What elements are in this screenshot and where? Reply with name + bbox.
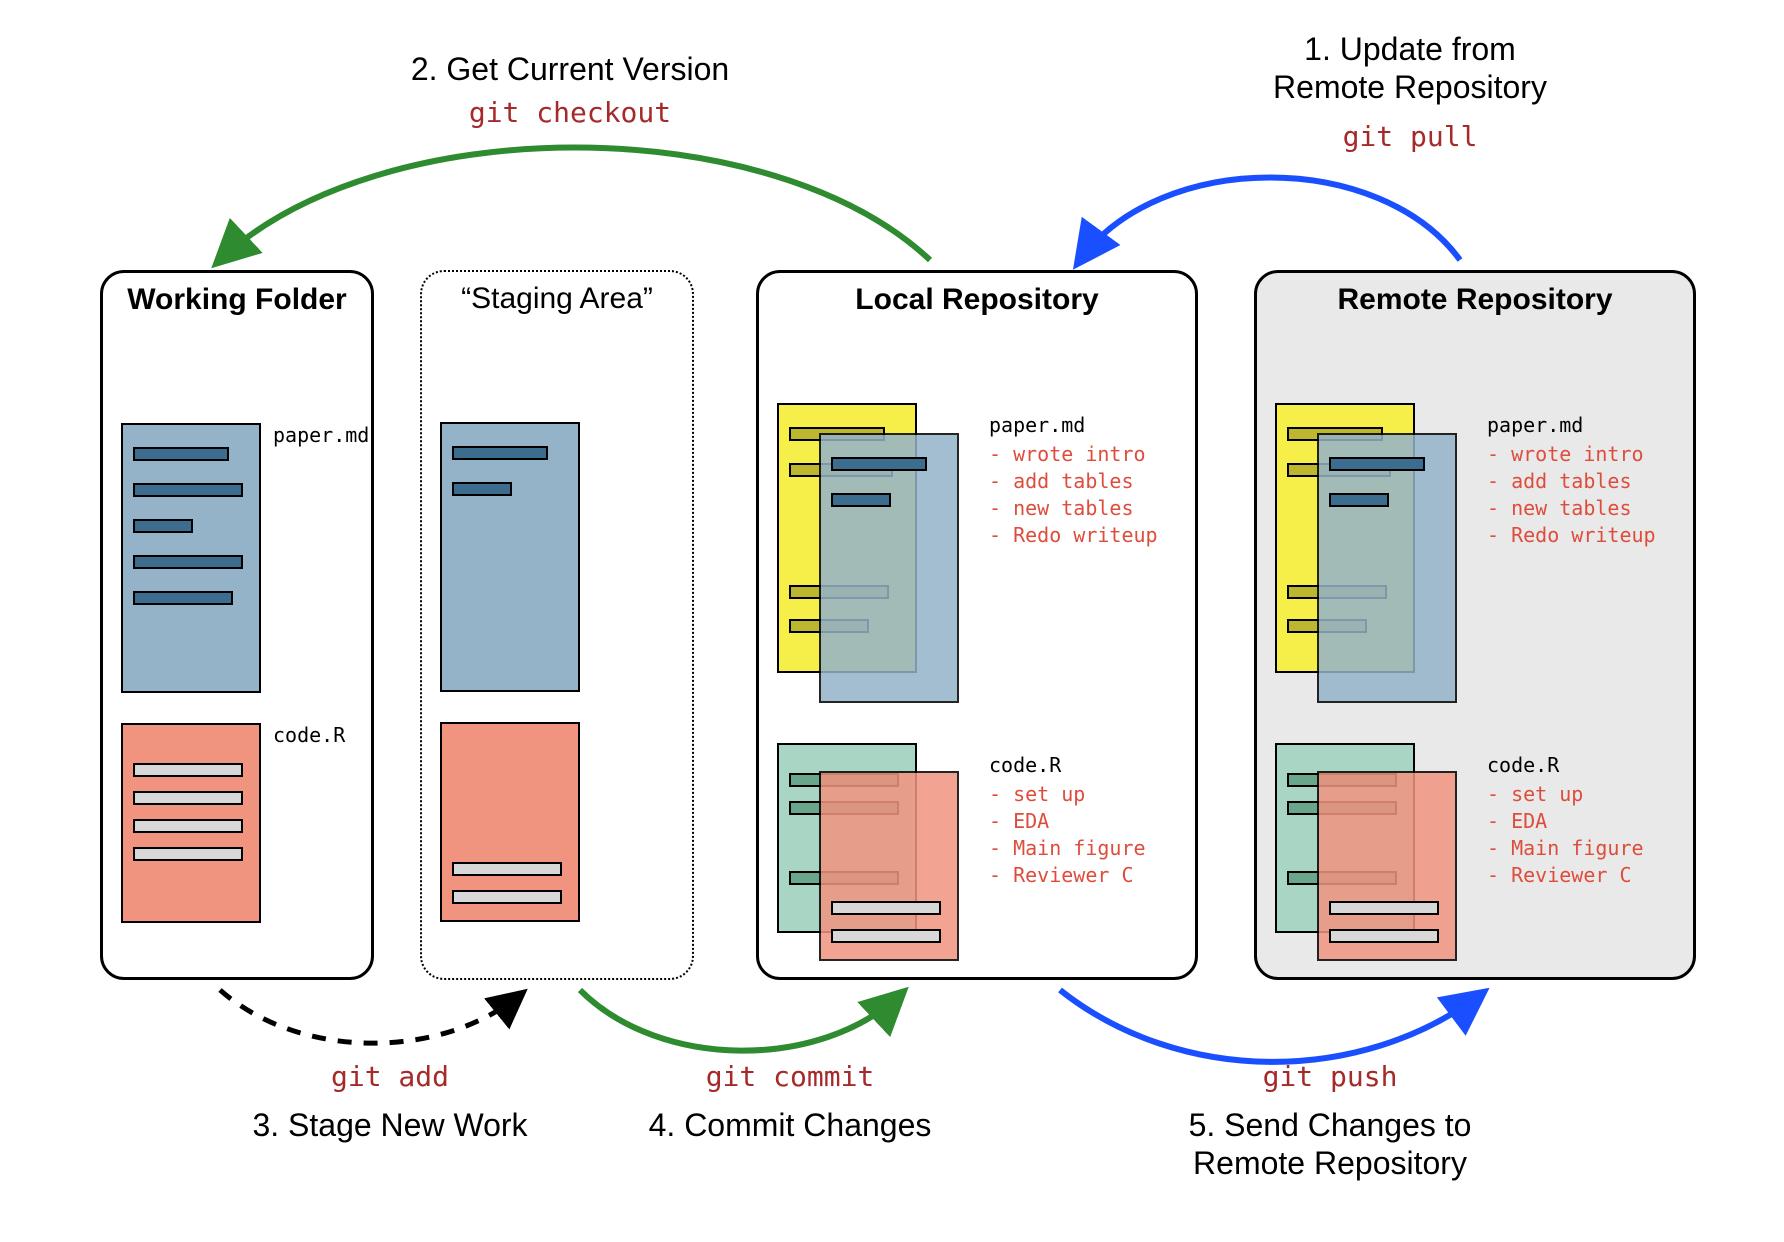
doc-paper-remote-front [1317, 433, 1457, 703]
panel-title-local: Local Repository [759, 283, 1195, 317]
file-label-paper-local: paper.md [989, 413, 1085, 437]
arrow-git-commit [580, 990, 900, 1051]
doc-code-remote-front [1317, 771, 1457, 961]
arrow-git-push [1060, 990, 1480, 1062]
commit-item: Redo writeup [1013, 523, 1158, 547]
commit-item: add tables [1511, 469, 1631, 493]
commit-item: new tables [1511, 496, 1631, 520]
commit-item: Main figure [1511, 836, 1643, 860]
commit-item: EDA [1511, 809, 1547, 833]
panel-remote-repository: Remote Repository paper.md - wrote intro… [1254, 270, 1696, 980]
step-3-cmd: git add [240, 1060, 540, 1093]
panel-working-folder: Working Folder paper.md code.R [100, 270, 374, 980]
commit-item: Redo writeup [1511, 523, 1656, 547]
commit-item: EDA [1013, 809, 1049, 833]
file-label-code-working: code.R [273, 723, 345, 747]
panel-title-working: Working Folder [103, 283, 371, 317]
commits-paper-remote: - wrote intro - add tables - new tables … [1487, 441, 1656, 549]
step-2-cmd: git checkout [420, 96, 720, 129]
commit-item: add tables [1013, 469, 1133, 493]
doc-code-staging [440, 722, 580, 922]
arrow-git-add [220, 990, 520, 1043]
commits-code-local: - set up - EDA - Main figure - Reviewer … [989, 781, 1146, 889]
commit-item: set up [1013, 782, 1085, 806]
file-label-code-remote: code.R [1487, 753, 1559, 777]
panel-staging-area: “Staging Area” [420, 270, 694, 980]
step-4-label: 4. Commit Changes [580, 1106, 1000, 1144]
doc-paper-staging [440, 422, 580, 692]
diagram-canvas: Working Folder paper.md code.R “Staging … [0, 0, 1784, 1242]
doc-code-working [121, 723, 261, 923]
file-label-paper-working: paper.md [273, 423, 369, 447]
doc-paper-working [121, 423, 261, 693]
commits-code-remote: - set up - EDA - Main figure - Reviewer … [1487, 781, 1644, 889]
arrow-git-checkout [220, 148, 930, 261]
doc-paper-local-front [819, 433, 959, 703]
step-1-cmd: git pull [1260, 120, 1560, 153]
commit-item: new tables [1013, 496, 1133, 520]
commits-paper-local: - wrote intro - add tables - new tables … [989, 441, 1158, 549]
step-5-cmd: git push [1180, 1060, 1480, 1093]
panel-title-staging: “Staging Area” [422, 282, 692, 316]
commit-item: Reviewer C [1013, 863, 1133, 887]
commit-item: Reviewer C [1511, 863, 1631, 887]
step-2-label: 2. Get Current Version [360, 50, 780, 88]
commit-item: set up [1511, 782, 1583, 806]
doc-code-local-front [819, 771, 959, 961]
arrow-git-pull [1080, 178, 1460, 261]
step-1-label: 1. Update fromRemote Repository [1200, 30, 1620, 107]
step-5-label: 5. Send Changes toRemote Repository [1120, 1106, 1540, 1183]
panel-local-repository: Local Repository paper.md - wrote intro … [756, 270, 1198, 980]
commit-item: wrote intro [1511, 442, 1643, 466]
commit-item: Main figure [1013, 836, 1145, 860]
step-3-label: 3. Stage New Work [180, 1106, 600, 1144]
commit-item: wrote intro [1013, 442, 1145, 466]
step-4-cmd: git commit [640, 1060, 940, 1093]
panel-title-remote: Remote Repository [1257, 283, 1693, 317]
file-label-code-local: code.R [989, 753, 1061, 777]
file-label-paper-remote: paper.md [1487, 413, 1583, 437]
